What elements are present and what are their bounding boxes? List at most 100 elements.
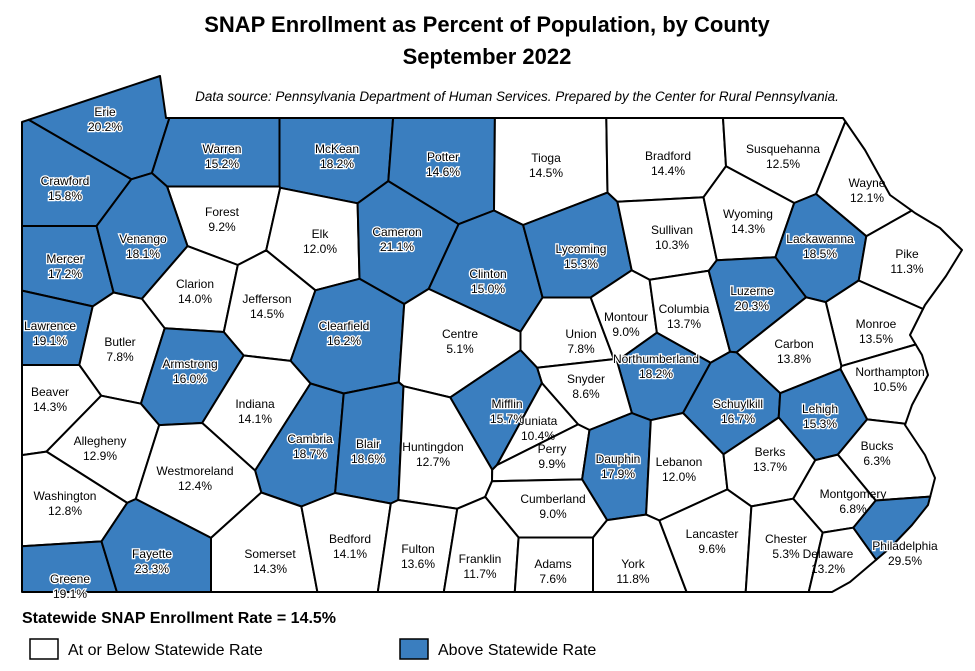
county-value: 12.7% — [416, 455, 450, 469]
county-value: 18.5% — [803, 247, 837, 261]
county — [807, 526, 878, 593]
county-value: 14.1% — [238, 412, 272, 426]
map-title: SNAP Enrollment as Percent of Population… — [204, 12, 770, 37]
county-value: 7.8% — [106, 350, 134, 364]
county-value: 14.6% — [426, 165, 460, 179]
counties — [21, 75, 963, 593]
county-name: Columbia — [659, 302, 710, 316]
county-value: 9.0% — [539, 507, 567, 521]
county-value: 13.2% — [811, 562, 845, 576]
county — [100, 498, 212, 593]
county-value: 16.7% — [721, 412, 755, 426]
county-value: 12.9% — [83, 449, 117, 463]
county-name: Wayne — [849, 176, 886, 190]
county-value: 13.7% — [667, 317, 701, 331]
county-name: Indiana — [235, 397, 275, 411]
county-value: 13.6% — [401, 557, 435, 571]
county-name: Greene — [50, 572, 90, 586]
county-value: 14.3% — [731, 222, 765, 236]
county-value: 12.5% — [766, 157, 800, 171]
county-name: Clarion — [176, 277, 214, 291]
county-value: 18.1% — [126, 247, 160, 261]
county-name: Pike — [895, 247, 919, 261]
county-name: Bucks — [861, 439, 894, 453]
county-value: 29.5% — [888, 554, 922, 568]
county-value: 12.0% — [303, 242, 337, 256]
county-value: 14.4% — [651, 164, 685, 178]
county-value: 12.1% — [850, 191, 884, 205]
county-name: Beaver — [31, 385, 69, 399]
county-value: 9.2% — [208, 220, 236, 234]
county-value: 15.2% — [205, 157, 239, 171]
county-name: Wyoming — [723, 207, 773, 221]
county-value: 14.3% — [253, 562, 287, 576]
county-name: Bedford — [329, 532, 371, 546]
county-name: Clearfield — [319, 319, 370, 333]
county-name: Lebanon — [656, 455, 703, 469]
county-value: 15.3% — [564, 257, 598, 271]
county-name: Northumberland — [613, 352, 699, 366]
county-value: 12.0% — [662, 470, 696, 484]
county-name: Lancaster — [686, 527, 739, 541]
county-name: Allegheny — [74, 434, 127, 448]
county-name: Fulton — [401, 542, 434, 556]
county-value: 14.5% — [250, 307, 284, 321]
county-value: 18.7% — [293, 447, 327, 461]
county-name: Luzerne — [730, 284, 774, 298]
county-value: 15.7% — [490, 412, 524, 426]
county-value: 17.2% — [48, 267, 82, 281]
county-name: Adams — [534, 557, 571, 571]
county-name: Westmoreland — [156, 464, 233, 478]
county-name: Schuylkill — [713, 397, 763, 411]
county-value: 6.8% — [839, 502, 867, 516]
county-value: 13.5% — [859, 332, 893, 346]
county-name: Susquehanna — [746, 142, 820, 156]
county-value: 7.8% — [567, 342, 595, 356]
county-name: Chester — [765, 532, 807, 546]
county-value: 10.5% — [873, 380, 907, 394]
county-value: 10.3% — [655, 238, 689, 252]
county-name: Montgomery — [820, 487, 887, 501]
county-name: Crawford — [41, 174, 90, 188]
map-subtitle: September 2022 — [403, 44, 572, 69]
legend-label: At or Below Statewide Rate — [68, 642, 263, 659]
county-name: Northampton — [855, 365, 924, 379]
county-name: Dauphin — [596, 452, 641, 466]
county-value: 18.2% — [639, 367, 673, 381]
county-value: 12.4% — [178, 479, 212, 493]
county-name: Centre — [442, 327, 478, 341]
county-name: Butler — [104, 335, 135, 349]
county-name: Delaware — [803, 547, 854, 561]
county-value: 21.1% — [380, 240, 414, 254]
county-name: Carbon — [774, 337, 813, 351]
county-name: Monroe — [856, 317, 897, 331]
county-value: 19.1% — [33, 334, 67, 348]
county-name: Philadelphia — [872, 539, 938, 553]
county-name: Mifflin — [491, 397, 522, 411]
county-name: Erie — [94, 105, 116, 119]
county-value: 13.8% — [777, 352, 811, 366]
county-value: 16.2% — [327, 334, 361, 348]
county-name: Mercer — [46, 252, 83, 266]
county-name: Venango — [119, 232, 167, 246]
county-value: 10.4% — [521, 429, 555, 443]
county-value: 6.3% — [863, 454, 891, 468]
county-name: Franklin — [459, 552, 502, 566]
county-name: Armstrong — [162, 357, 217, 371]
county-value: 5.1% — [446, 342, 474, 356]
county-value: 9.6% — [698, 542, 726, 556]
county-value: 20.2% — [88, 120, 122, 134]
county-value: 11.7% — [463, 567, 496, 581]
county-value: 16.0% — [173, 372, 207, 386]
county-value: 12.8% — [48, 504, 82, 518]
county-value: 9.0% — [612, 325, 640, 339]
county — [857, 209, 963, 310]
county-value: 15.8% — [48, 189, 82, 203]
legend-swatch — [29, 638, 59, 660]
source-note: Data source: Pennsylvania Department of … — [195, 89, 839, 104]
county-name: Berks — [755, 445, 786, 459]
county-value: 14.5% — [529, 166, 563, 180]
county-value: 17.9% — [601, 467, 635, 481]
